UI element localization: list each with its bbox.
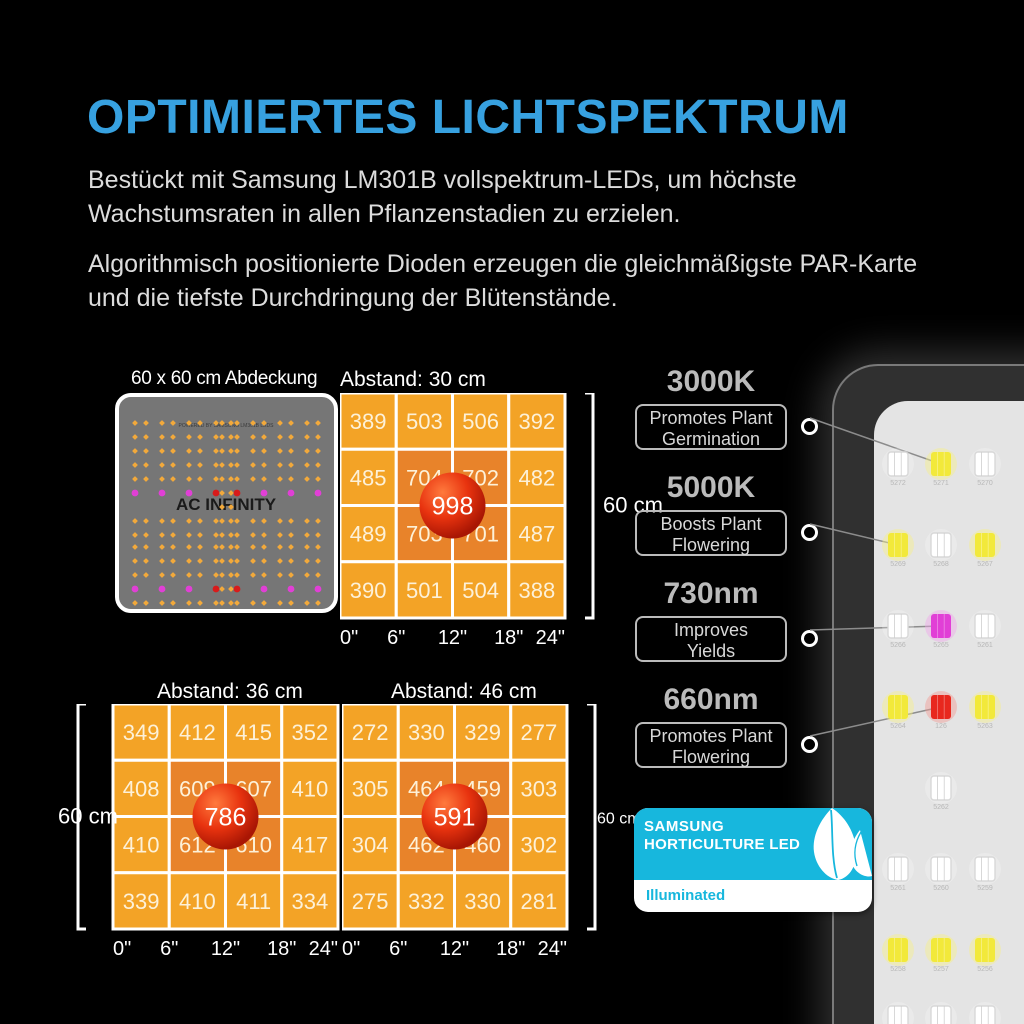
svg-text:5258: 5258 [890,966,906,973]
svg-text:5270: 5270 [977,480,993,487]
svg-text:5257: 5257 [933,966,949,973]
svg-text:5263: 5263 [977,723,993,730]
svg-text:5259: 5259 [977,885,993,892]
svg-text:5262: 5262 [933,804,949,811]
svg-text:126: 126 [935,723,947,730]
svg-text:5256: 5256 [977,966,993,973]
svg-text:5261: 5261 [890,885,906,892]
svg-text:5266: 5266 [890,642,906,649]
svg-text:5265: 5265 [933,642,949,649]
svg-text:5267: 5267 [977,561,993,568]
svg-text:5271: 5271 [933,480,949,487]
svg-text:5269: 5269 [890,561,906,568]
svg-text:5268: 5268 [933,561,949,568]
svg-text:5264: 5264 [890,723,906,730]
svg-text:5260: 5260 [933,885,949,892]
svg-text:5272: 5272 [890,480,906,487]
svg-text:5261: 5261 [977,642,993,649]
